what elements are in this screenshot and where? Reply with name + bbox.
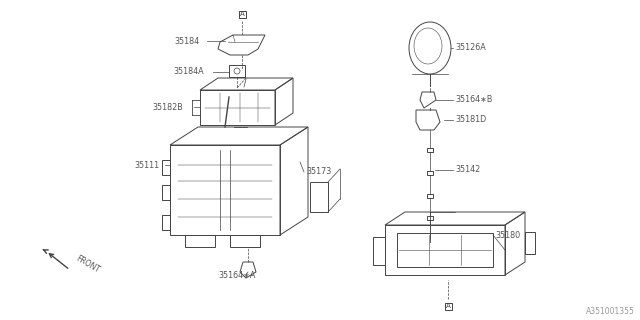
Text: 35164∗B: 35164∗B	[455, 95, 492, 105]
Text: 35181D: 35181D	[455, 116, 486, 124]
Bar	[445, 302, 451, 309]
Bar	[239, 11, 246, 18]
Text: 35184A: 35184A	[173, 68, 204, 76]
Text: FRONT: FRONT	[74, 254, 101, 275]
Text: 35182B: 35182B	[152, 102, 183, 111]
Text: 35173: 35173	[306, 167, 332, 177]
Text: 35184: 35184	[174, 36, 199, 45]
Text: 35126A: 35126A	[455, 44, 486, 52]
Text: 35111: 35111	[134, 161, 159, 170]
Text: 35142: 35142	[455, 165, 480, 174]
Text: A: A	[239, 11, 244, 17]
Text: A351001355: A351001355	[586, 307, 635, 316]
Text: 35180: 35180	[495, 230, 520, 239]
Text: A: A	[445, 303, 451, 309]
Text: 35164∗A: 35164∗A	[218, 270, 255, 279]
